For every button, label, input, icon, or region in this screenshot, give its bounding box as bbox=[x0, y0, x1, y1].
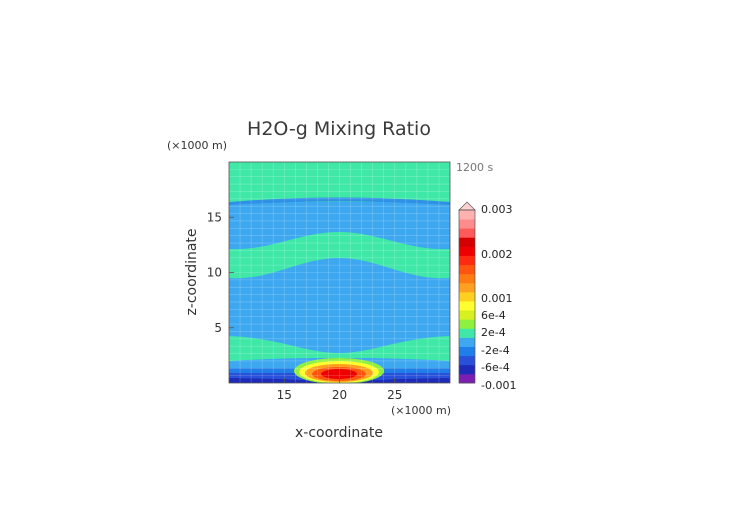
time-label: 1200 s bbox=[456, 161, 493, 174]
contour-top-edge bbox=[229, 197, 450, 205]
colorbar: 0.003 0.002 0.001 6e-4 2e-4 -2e-4 -6e-4 -0.001 bbox=[458, 201, 516, 392]
colorbar-label: 0.003 bbox=[481, 203, 513, 216]
colorbar-segment bbox=[459, 337, 475, 347]
colorbar-segment bbox=[459, 237, 475, 247]
y-tick-label: 5 bbox=[214, 321, 222, 335]
contour-lower-band bbox=[229, 336, 450, 361]
x-tick-label: 15 bbox=[277, 388, 292, 402]
x-unit-label: (×1000 m) bbox=[391, 404, 451, 417]
axis-ticks: 15 20 25 5 10 15 bbox=[207, 210, 403, 402]
contour-top-band bbox=[229, 162, 450, 202]
colorbar-label: 0.002 bbox=[481, 248, 513, 261]
chart-title: H2O-g Mixing Ratio bbox=[247, 118, 431, 140]
y-unit-label: (×1000 m) bbox=[167, 139, 227, 152]
colorbar-segment bbox=[459, 319, 475, 329]
colorbar-segment bbox=[459, 255, 475, 266]
colorbar-segment bbox=[459, 264, 475, 275]
contour-blob-l5 bbox=[321, 369, 357, 379]
y-tick-label: 15 bbox=[207, 210, 222, 224]
colorbar-segment bbox=[459, 282, 475, 293]
colorbar-segment bbox=[459, 364, 475, 375]
colorbar-segment bbox=[459, 328, 475, 338]
colorbar-label: -2e-4 bbox=[481, 344, 510, 357]
grid-lines bbox=[229, 162, 450, 383]
colorbar-segment bbox=[459, 301, 475, 311]
x-tick-label: 20 bbox=[332, 388, 347, 402]
colorbar-segment bbox=[459, 228, 475, 238]
colorbar-segment bbox=[459, 219, 475, 229]
contour-field bbox=[229, 162, 450, 383]
colorbar-extend-arrow bbox=[458, 201, 476, 211]
y-tick-label: 10 bbox=[207, 266, 222, 280]
colorbar-segment bbox=[459, 373, 475, 384]
colorbar-frame bbox=[458, 209, 476, 384]
colorbar-segment bbox=[459, 291, 475, 302]
colorbar-segment bbox=[459, 210, 475, 220]
colorbar-label: -6e-4 bbox=[481, 361, 510, 374]
x-axis-label: x-coordinate bbox=[295, 425, 383, 441]
x-tick-label: 25 bbox=[387, 388, 402, 402]
contour-middle-band bbox=[229, 232, 450, 279]
y-axis-label: z-coordinate bbox=[184, 228, 200, 315]
colorbar-segment bbox=[459, 246, 475, 256]
colorbar-segment bbox=[459, 355, 475, 366]
colorbar-label: -0.001 bbox=[481, 379, 516, 392]
colorbar-label: 6e-4 bbox=[481, 309, 506, 322]
colorbar-segment bbox=[459, 310, 475, 320]
colorbar-label: 0.001 bbox=[481, 292, 513, 305]
colorbar-segment bbox=[459, 346, 475, 357]
colorbar-label: 2e-4 bbox=[481, 326, 506, 339]
colorbar-segment bbox=[459, 273, 475, 284]
